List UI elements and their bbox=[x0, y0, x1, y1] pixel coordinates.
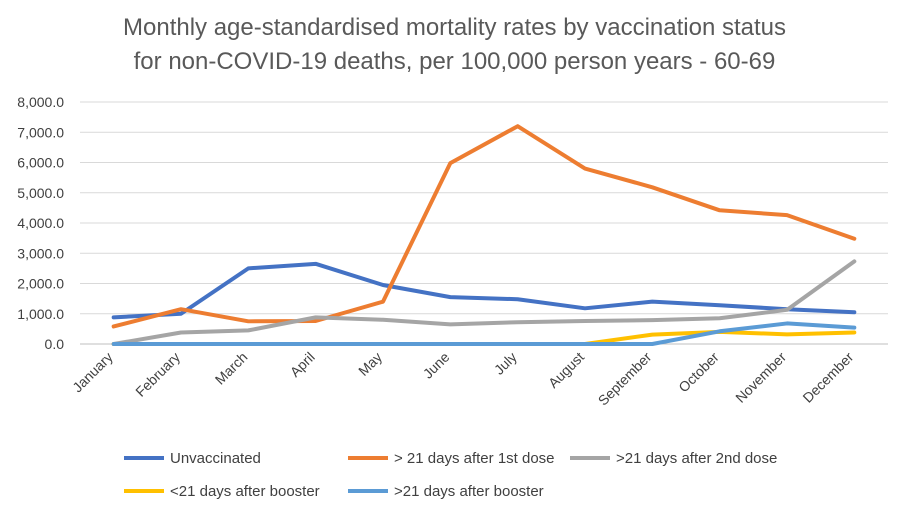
y-tick-label: 6,000.0 bbox=[17, 155, 64, 171]
x-tick-label: January bbox=[69, 349, 116, 396]
y-tick-label: 1,000.0 bbox=[17, 306, 64, 322]
x-tick-label: October bbox=[675, 349, 722, 396]
series-line bbox=[111, 124, 857, 329]
y-tick-label: 2,000.0 bbox=[17, 276, 64, 292]
y-tick-label: 8,000.0 bbox=[17, 94, 64, 110]
x-tick-label: May bbox=[355, 349, 385, 379]
series-line bbox=[111, 321, 857, 346]
legend-label: >21 days after booster bbox=[394, 483, 544, 500]
x-tick-label: February bbox=[132, 349, 183, 400]
x-tick-label: September bbox=[595, 349, 655, 409]
series-line bbox=[111, 259, 857, 346]
x-tick-label: December bbox=[799, 349, 856, 406]
y-tick-label: 5,000.0 bbox=[17, 185, 64, 201]
legend-label: > 21 days after 1st dose bbox=[394, 450, 555, 467]
y-tick-label: 4,000.0 bbox=[17, 215, 64, 231]
chart-title-line-1: Monthly age-standardised mortality rates… bbox=[123, 14, 786, 41]
y-tick-label: 7,000.0 bbox=[17, 124, 64, 140]
x-tick-label: November bbox=[732, 349, 789, 406]
legend-label: <21 days after booster bbox=[170, 483, 320, 500]
x-tick-label: March bbox=[212, 349, 251, 388]
y-tick-label: 3,000.0 bbox=[17, 245, 64, 261]
legend-label: >21 days after 2nd dose bbox=[616, 450, 777, 467]
x-tick-label: April bbox=[287, 349, 318, 380]
legend-label: Unvaccinated bbox=[170, 450, 261, 467]
series-line bbox=[111, 261, 857, 320]
x-tick-label: July bbox=[491, 349, 520, 378]
x-tick-label: August bbox=[545, 349, 587, 391]
y-tick-label: 0.0 bbox=[45, 336, 65, 352]
x-tick-label: June bbox=[420, 349, 453, 382]
chart-title-line-2: for non-COVID-19 deaths, per 100,000 per… bbox=[133, 48, 776, 75]
